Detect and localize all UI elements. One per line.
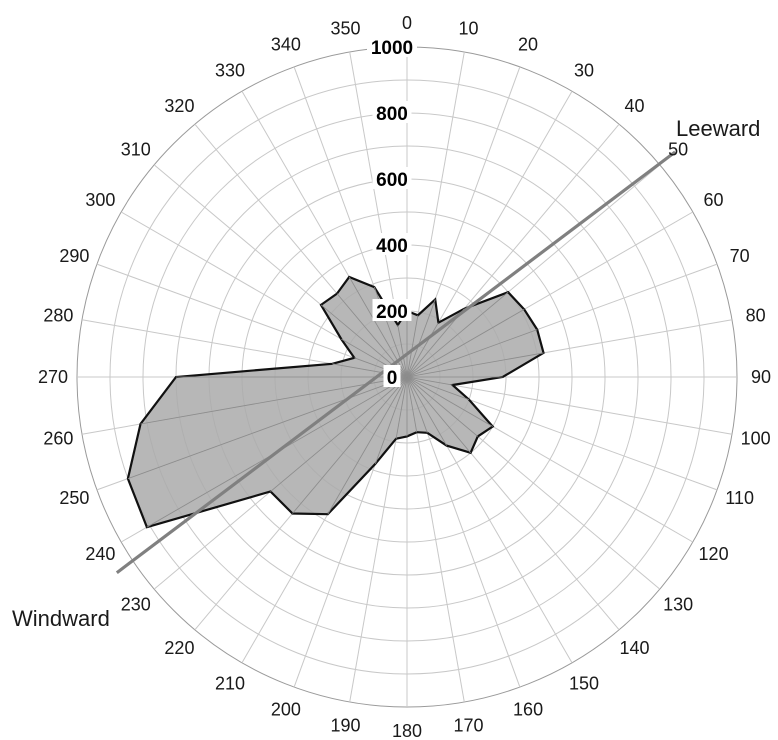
angle-label: 50 <box>668 139 688 159</box>
angle-label: 150 <box>569 674 599 694</box>
angle-label: 230 <box>121 595 151 615</box>
radial-tick-label: 0 <box>387 368 398 389</box>
data-point-spoke <box>406 376 471 454</box>
data-point-spoke <box>406 309 525 378</box>
angle-label: 330 <box>215 60 245 80</box>
angle-label: 170 <box>453 716 483 736</box>
angle-label: 110 <box>725 488 754 508</box>
angle-label: 190 <box>331 716 361 736</box>
data-point-spoke <box>127 376 408 479</box>
angle-label: 160 <box>513 700 543 720</box>
data-point-spoke <box>406 308 465 378</box>
data-point-spoke <box>406 376 428 433</box>
data-point-spoke <box>406 376 447 446</box>
data-point-spoke <box>375 376 408 464</box>
grid-spoke <box>406 376 733 435</box>
radial-label-background <box>372 299 412 321</box>
data-point-spoke <box>406 322 439 378</box>
radial-label-background <box>383 365 401 387</box>
angle-label: 310 <box>121 139 151 159</box>
angle-label: 270 <box>38 367 68 387</box>
data-point-spoke <box>292 376 408 514</box>
data-point-spoke <box>140 376 408 425</box>
angle-label: 130 <box>663 595 693 615</box>
data-point-spoke <box>327 376 408 515</box>
angle-label: 340 <box>271 34 301 54</box>
angle-label: 240 <box>85 544 115 564</box>
data-point-spoke <box>406 376 493 427</box>
radial-label-background <box>372 101 412 123</box>
angle-label: 300 <box>85 190 115 210</box>
radial-tick-label: 400 <box>376 236 408 257</box>
angle-label: 180 <box>392 721 422 740</box>
data-point-spoke <box>397 324 408 378</box>
angle-label: 60 <box>704 190 724 210</box>
radial-tick-label: 600 <box>376 170 408 191</box>
radial-label-background <box>372 167 412 189</box>
data-point-spoke <box>406 376 479 437</box>
angle-label: 90 <box>751 367 771 387</box>
data-point-spoke <box>406 376 470 400</box>
data-point-spoke <box>270 376 408 492</box>
data-point-spoke <box>406 376 418 433</box>
windward-annotation: Windward <box>12 606 110 631</box>
angle-label: 350 <box>331 18 361 38</box>
data-point-spoke <box>406 315 419 378</box>
radial-tick-label: 200 <box>376 302 408 323</box>
series-layer <box>126 275 545 529</box>
data-point-spoke <box>406 376 453 386</box>
radial-label-background <box>372 233 412 255</box>
radial-tick-labels: 0 200 400 600 800 1000 <box>367 35 417 389</box>
reference-line-layer <box>115 150 677 574</box>
angle-label: 210 <box>215 674 245 694</box>
data-point-spoke <box>406 329 538 378</box>
radial-label-background <box>367 35 417 57</box>
angle-label: 120 <box>699 544 729 564</box>
angle-label: 70 <box>730 246 750 266</box>
angle-label: 290 <box>59 246 89 266</box>
angle-label: 140 <box>620 638 650 658</box>
leeward-windward-line <box>115 150 677 574</box>
angle-label: 30 <box>574 60 594 80</box>
angle-label: 10 <box>458 18 478 38</box>
angle-label: 40 <box>625 96 645 116</box>
angle-label: 220 <box>164 638 194 658</box>
angle-label: 260 <box>43 428 73 448</box>
angle-label: 250 <box>59 488 89 508</box>
angle-labels: 0 10 20 30 40 50 60 70 80 90 100 110 120 130 140 150 160… <box>38 13 771 740</box>
data-point-spoke <box>406 291 509 378</box>
leeward-annotation: Leeward <box>676 116 760 141</box>
radial-tick-label: 800 <box>376 104 408 125</box>
angle-label: 100 <box>741 428 771 448</box>
angle-label: 20 <box>518 34 538 54</box>
angle-label: 80 <box>746 306 766 326</box>
angle-label: 200 <box>271 700 301 720</box>
data-point-spoke <box>406 299 436 378</box>
angle-label: 320 <box>164 96 194 116</box>
data-point-spoke <box>395 376 408 439</box>
data-point-spoke <box>406 352 544 378</box>
angle-label: 0 <box>402 13 412 33</box>
angle-label: 280 <box>43 306 73 326</box>
radial-tick-label: 1000 <box>371 38 413 59</box>
